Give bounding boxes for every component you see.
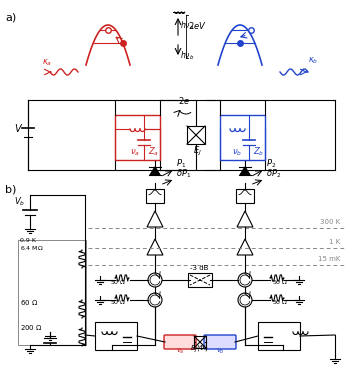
Polygon shape (240, 167, 250, 175)
Text: 50 $\Omega$: 50 $\Omega$ (110, 278, 126, 286)
Bar (220, 115, 265, 160)
Text: 50 $\Omega$: 50 $\Omega$ (110, 298, 126, 306)
Text: 50 $\Omega$: 50 $\Omega$ (272, 278, 288, 286)
Text: $Z_b$: $Z_b$ (253, 145, 265, 158)
Bar (258, 322, 300, 350)
FancyBboxPatch shape (164, 335, 196, 349)
Text: $2e$: $2e$ (178, 95, 190, 106)
Bar (18, 240, 86, 345)
Text: $V$: $V$ (14, 122, 23, 134)
Text: $\nu_a$: $\nu_a$ (176, 347, 184, 356)
Text: 60 $\Omega$: 60 $\Omega$ (20, 298, 38, 307)
Text: $\delta P_1$: $\delta P_1$ (176, 168, 191, 181)
Bar (194, 336, 206, 348)
Polygon shape (150, 167, 160, 175)
Text: 15 mK: 15 mK (318, 256, 340, 262)
Text: $E_J(\Phi)$: $E_J(\Phi)$ (190, 344, 209, 355)
Text: $P_2$: $P_2$ (266, 158, 276, 171)
Text: $E_J$: $E_J$ (193, 145, 202, 158)
Text: $\kappa_a$: $\kappa_a$ (42, 57, 52, 68)
Text: 6.4 M$\Omega$: 6.4 M$\Omega$ (20, 244, 44, 252)
Text: $\delta P_2$: $\delta P_2$ (266, 168, 281, 181)
Text: $V_b$: $V_b$ (14, 196, 25, 209)
Bar (146, 189, 164, 203)
Text: $h\nu_a$: $h\nu_a$ (180, 20, 194, 33)
Bar (95, 322, 137, 350)
Text: a): a) (5, 12, 16, 22)
Text: 300 K: 300 K (320, 219, 340, 225)
Text: -3 dB: -3 dB (190, 265, 208, 271)
Text: $\nu_a$: $\nu_a$ (130, 147, 140, 158)
Bar (187, 126, 205, 144)
Text: 50 $\Omega$: 50 $\Omega$ (272, 298, 288, 306)
Bar (115, 115, 160, 160)
Text: $Z_a$: $Z_a$ (148, 145, 159, 158)
Text: $\nu_b$: $\nu_b$ (232, 147, 243, 158)
Text: $\kappa_b$: $\kappa_b$ (308, 55, 318, 66)
Text: $h\nu_b$: $h\nu_b$ (180, 50, 194, 62)
Text: $P_1$: $P_1$ (176, 158, 186, 171)
Text: $2eV$: $2eV$ (188, 20, 207, 31)
FancyBboxPatch shape (204, 335, 236, 349)
Text: 0.9 K: 0.9 K (20, 238, 36, 243)
Text: 200 $\Omega$: 200 $\Omega$ (20, 323, 43, 332)
Bar (236, 189, 254, 203)
Text: $\nu_b$: $\nu_b$ (216, 347, 224, 356)
Text: b): b) (5, 185, 16, 195)
Text: 1 K: 1 K (329, 239, 340, 245)
Bar (188, 273, 212, 287)
